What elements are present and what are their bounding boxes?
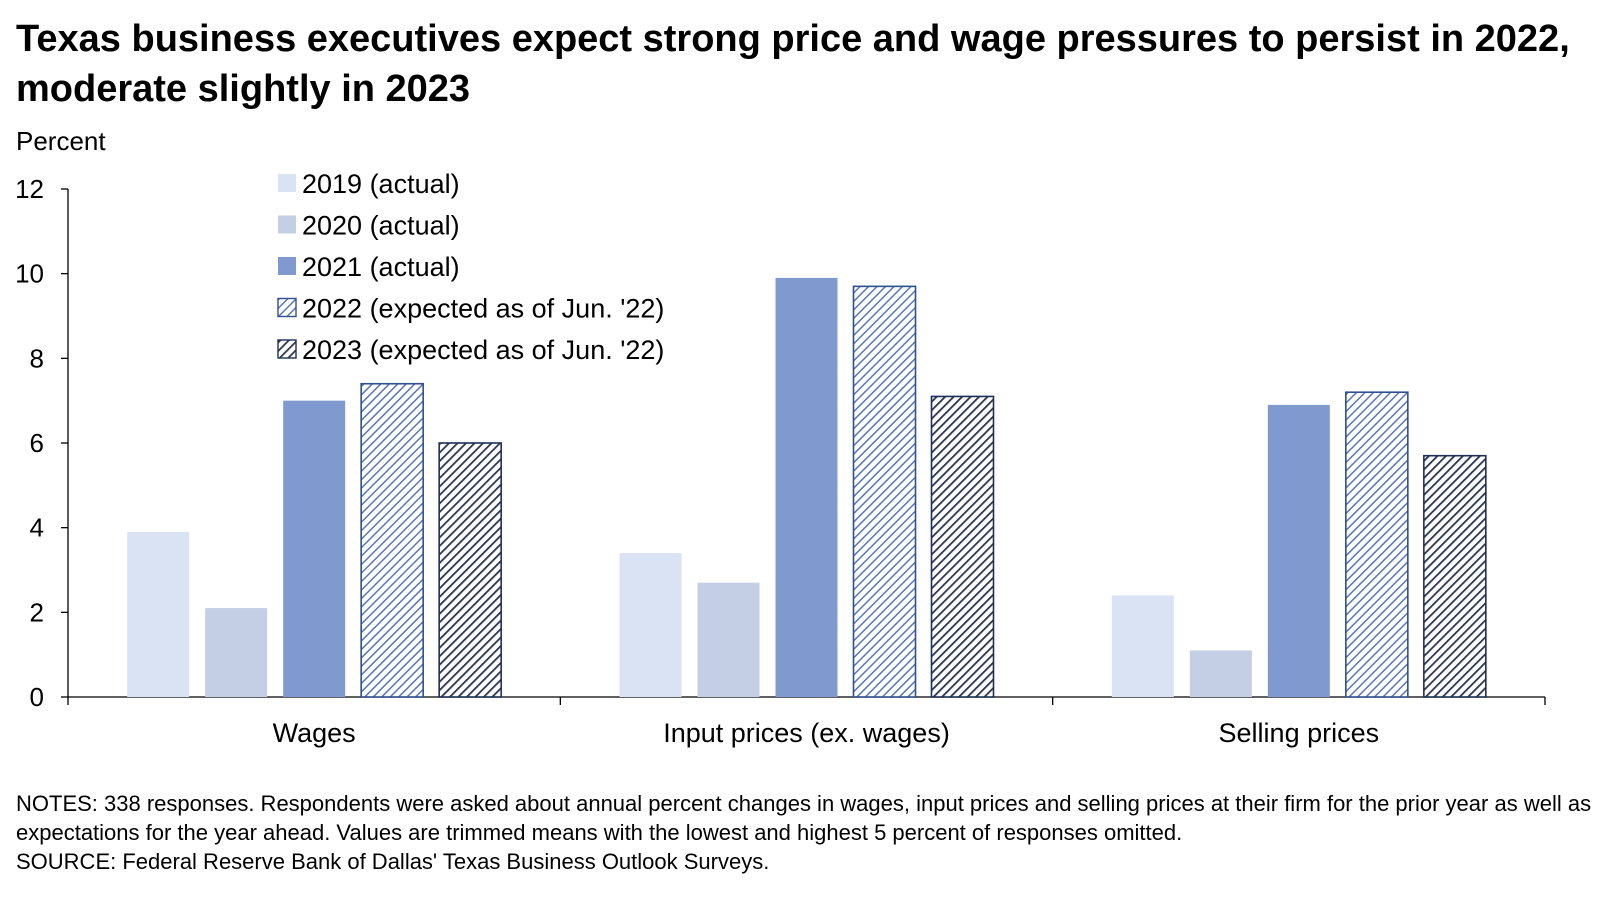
y-tick-label: 10	[15, 259, 44, 289]
bar	[1423, 454, 1487, 698]
bar	[619, 553, 682, 697]
bar	[438, 442, 502, 698]
bar	[360, 382, 424, 698]
bar	[1267, 404, 1330, 697]
y-tick-label: 0	[30, 682, 44, 712]
legend-swatch	[277, 297, 297, 318]
bar	[1189, 650, 1252, 697]
legend-swatch	[278, 257, 296, 275]
chart-title: Texas business executives expect strong …	[16, 18, 1570, 110]
y-tick-label: 12	[15, 174, 44, 204]
bar	[127, 531, 190, 697]
bars	[127, 277, 1487, 698]
y-tick-label: 6	[30, 428, 44, 458]
y-tick-label: 8	[30, 343, 44, 373]
x-category-label: Wages	[273, 718, 356, 748]
notes-text: NOTES: 338 responses. Respondents were a…	[16, 791, 1592, 845]
bar	[1111, 595, 1174, 697]
x-category-label: Input prices (ex. wages)	[663, 718, 950, 748]
axes: 0 2 4 6 8 10 12 Wages Input prices (ex. wages) Se…	[15, 174, 1546, 748]
legend-label: 2021 (actual)	[302, 252, 460, 282]
x-category-label: Selling prices	[1219, 718, 1380, 748]
bar	[852, 285, 917, 698]
source-text: SOURCE: Federal Reserve Bank of Dallas' …	[16, 849, 770, 874]
legend: 2019 (actual) 2020 (actual) 2021 (actual) 2…	[277, 169, 664, 365]
bar	[283, 400, 346, 697]
legend-swatch	[278, 174, 296, 192]
notes-block: NOTES: 338 responses. Respondents were a…	[16, 789, 1606, 876]
bar	[930, 395, 995, 698]
bar	[1345, 391, 1409, 698]
legend-swatch	[278, 215, 296, 234]
bar	[697, 582, 760, 697]
legend-label: 2019 (actual)	[302, 169, 460, 199]
bar	[205, 608, 268, 697]
y-axis-label: Percent	[16, 126, 106, 156]
legend-label: 2020 (actual)	[302, 211, 460, 241]
bar	[775, 277, 838, 697]
legend-swatch	[277, 339, 297, 359]
y-tick-label: 4	[30, 513, 44, 543]
legend-label: 2022 (expected as of Jun. '22)	[302, 294, 664, 324]
legend-label: 2023 (expected as of Jun. '22)	[302, 335, 664, 365]
y-tick-label: 2	[30, 597, 44, 627]
